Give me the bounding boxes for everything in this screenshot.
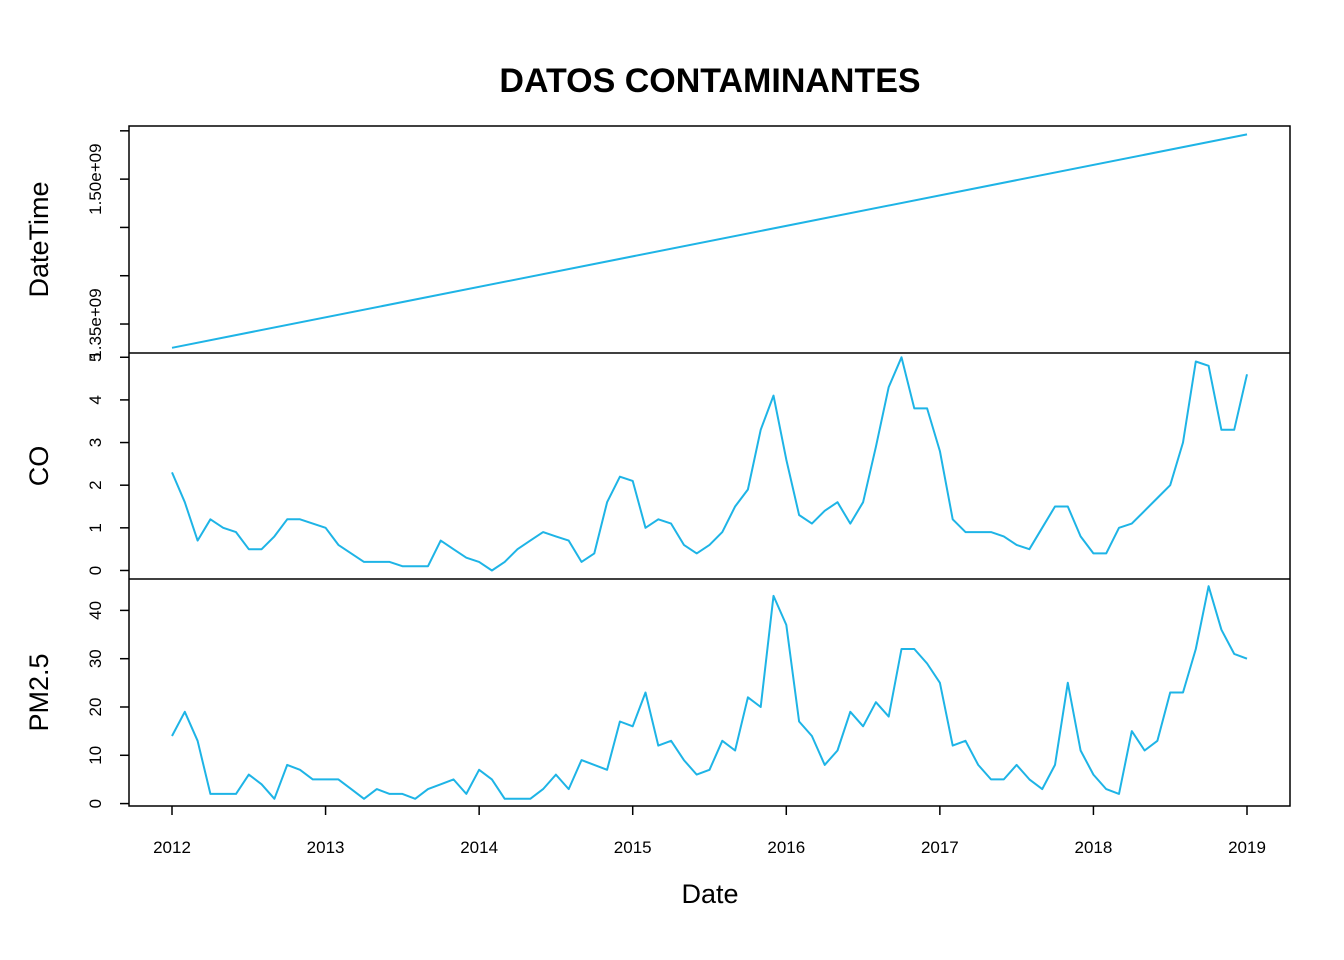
x-axis: 2012 2013 2014 2015 2016 2017 2018 2019 xyxy=(153,806,1266,857)
x-axis-label: Date xyxy=(681,879,738,909)
y-tick-label-co-4: 4 xyxy=(86,395,105,404)
y-tick-label-datetime-3: 1.50e+09 xyxy=(86,143,105,214)
y-tick-label-co-3: 3 xyxy=(86,438,105,447)
x-tick-label-2: 2014 xyxy=(460,838,498,857)
x-tick-label-4: 2016 xyxy=(767,838,805,857)
x-tick-label-7: 2019 xyxy=(1228,838,1266,857)
y-tick-label-co-0: 0 xyxy=(86,566,105,575)
y-tick-label-pm25-4: 40 xyxy=(86,601,105,620)
y-tick-label-datetime-0: 1.35e+09 xyxy=(86,288,105,359)
series-line-co xyxy=(171,356,1248,572)
y-axis-label-co: CO xyxy=(24,446,54,487)
y-tick-label-pm25-0: 0 xyxy=(86,799,105,808)
y-tick-label-pm25-1: 10 xyxy=(86,746,105,765)
y-tick-label-pm25-2: 20 xyxy=(86,698,105,717)
panel-datetime: 1.35e+09 1.50e+09 DateTime xyxy=(24,130,1248,360)
y-tick-label-co-2: 2 xyxy=(86,480,105,489)
x-tick-label-1: 2013 xyxy=(307,838,345,857)
x-tick-label-0: 2012 xyxy=(153,838,191,857)
y-tick-label-co-5: 5 xyxy=(86,353,105,362)
plot-frame xyxy=(128,125,1291,807)
panel-co: 0 1 2 3 4 5 CO xyxy=(24,353,1248,575)
y-tick-label-co-1: 1 xyxy=(86,523,105,532)
x-tick-label-3: 2015 xyxy=(614,838,652,857)
panels-layer: 1.35e+09 1.50e+09 DateTime 0 1 2 3 4 5 CO 0 10 20 30 4… xyxy=(24,130,1248,808)
series-line-datetime xyxy=(171,133,1248,349)
x-tick-label-6: 2018 xyxy=(1075,838,1113,857)
y-axis-label-datetime: DateTime xyxy=(24,181,54,297)
series-line-pm25 xyxy=(171,585,1248,800)
y-tick-label-pm25-3: 30 xyxy=(86,649,105,668)
x-tick-label-5: 2017 xyxy=(921,838,959,857)
y-axis-label-pm25: PM2.5 xyxy=(24,653,54,731)
chart-title: DATOS CONTAMINANTES xyxy=(499,62,920,100)
panel-pm25: 0 10 20 30 40 PM2.5 xyxy=(24,585,1248,808)
